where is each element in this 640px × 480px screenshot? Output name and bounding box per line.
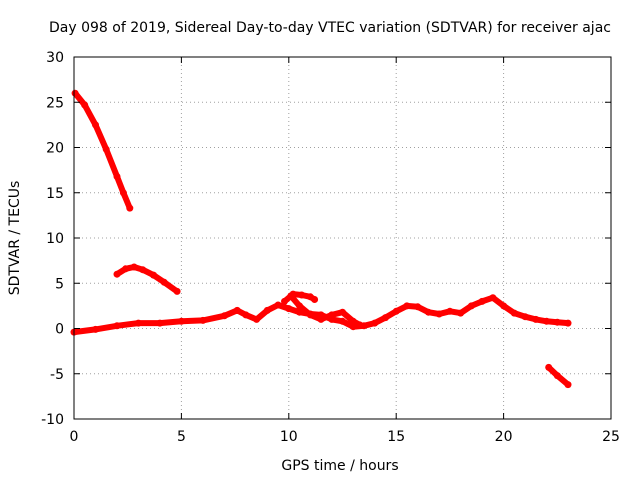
data-point [532, 315, 540, 323]
data-point [553, 318, 561, 326]
y-tick-label: 10 [46, 231, 64, 247]
x-tick-label: 25 [602, 429, 620, 445]
data-point [424, 308, 432, 316]
data-point [306, 311, 314, 319]
data-point [545, 363, 553, 371]
data-point [446, 307, 454, 315]
plot-series [70, 89, 572, 389]
data-point [328, 311, 336, 319]
data-point [564, 319, 572, 327]
y-tick-label: 25 [46, 95, 64, 111]
data-point [92, 121, 99, 129]
data-point [220, 312, 228, 320]
y-axis-label: SDTVAR / TECUs [7, 181, 23, 296]
data-point [489, 294, 497, 302]
data-point [311, 296, 319, 303]
data-point [253, 315, 261, 323]
data-point [199, 316, 207, 324]
data-point [113, 270, 121, 278]
data-point [521, 313, 529, 321]
x-tick-label: 10 [280, 429, 298, 445]
data-point [317, 315, 325, 323]
data-point [296, 302, 303, 310]
y-tick-label: 20 [46, 141, 64, 157]
data-point [177, 317, 185, 325]
data-point [139, 266, 147, 274]
data-point [553, 372, 561, 380]
data-point [173, 287, 181, 295]
data-point [564, 381, 572, 389]
x-tick-label: 20 [495, 429, 513, 445]
data-point [356, 321, 364, 329]
data-point [349, 317, 357, 325]
data-point [414, 303, 422, 311]
x-axis-ticks: 0 5 10 15 20 25 [70, 57, 620, 445]
data-point [150, 271, 157, 279]
y-tick-label: -10 [41, 412, 64, 428]
data-point [274, 301, 282, 309]
data-point [371, 319, 379, 327]
data-point [122, 265, 130, 273]
data-point [478, 297, 486, 305]
data-point [242, 311, 250, 319]
data-point [281, 297, 288, 305]
y-tick-label: 30 [46, 50, 64, 66]
y-axis-ticks: -10 -5 0 5 10 15 20 25 30 [41, 50, 611, 428]
x-tick-label: 5 [177, 429, 186, 445]
chart-title: Day 098 of 2019, Sidereal Day-to-day VTE… [49, 20, 611, 36]
data-point [156, 319, 164, 327]
y-tick-label: 0 [55, 322, 64, 338]
data-point [81, 101, 89, 109]
data-point [160, 278, 168, 286]
series-arc-crossing-ten [287, 292, 363, 328]
data-point [134, 319, 142, 327]
data-point [92, 325, 99, 333]
data-point [263, 306, 271, 314]
data-point [510, 309, 518, 317]
data-point [102, 145, 110, 153]
data-point [403, 302, 411, 310]
data-point [457, 309, 465, 317]
data-point [298, 291, 306, 299]
data-point [339, 308, 346, 316]
data-point [543, 317, 551, 325]
x-tick-label: 15 [387, 429, 405, 445]
data-point [285, 305, 293, 313]
data-point [467, 302, 475, 310]
data-point [119, 189, 127, 197]
x-tick-label: 0 [70, 429, 79, 445]
y-tick-label: 5 [55, 276, 64, 292]
data-point [382, 314, 389, 322]
y-tick-label: -5 [50, 367, 64, 383]
data-point [500, 302, 508, 310]
x-axis-label: GPS time / hours [281, 458, 398, 474]
data-point [233, 306, 241, 314]
data-point [287, 292, 295, 300]
data-point [71, 89, 79, 97]
data-point [435, 310, 443, 318]
data-point [339, 317, 346, 325]
plot-grid [74, 57, 611, 419]
data-point [130, 263, 138, 271]
data-point [113, 173, 121, 180]
y-tick-label: 15 [46, 186, 64, 202]
data-point [113, 322, 121, 330]
data-point [126, 204, 134, 212]
data-point [392, 307, 400, 315]
